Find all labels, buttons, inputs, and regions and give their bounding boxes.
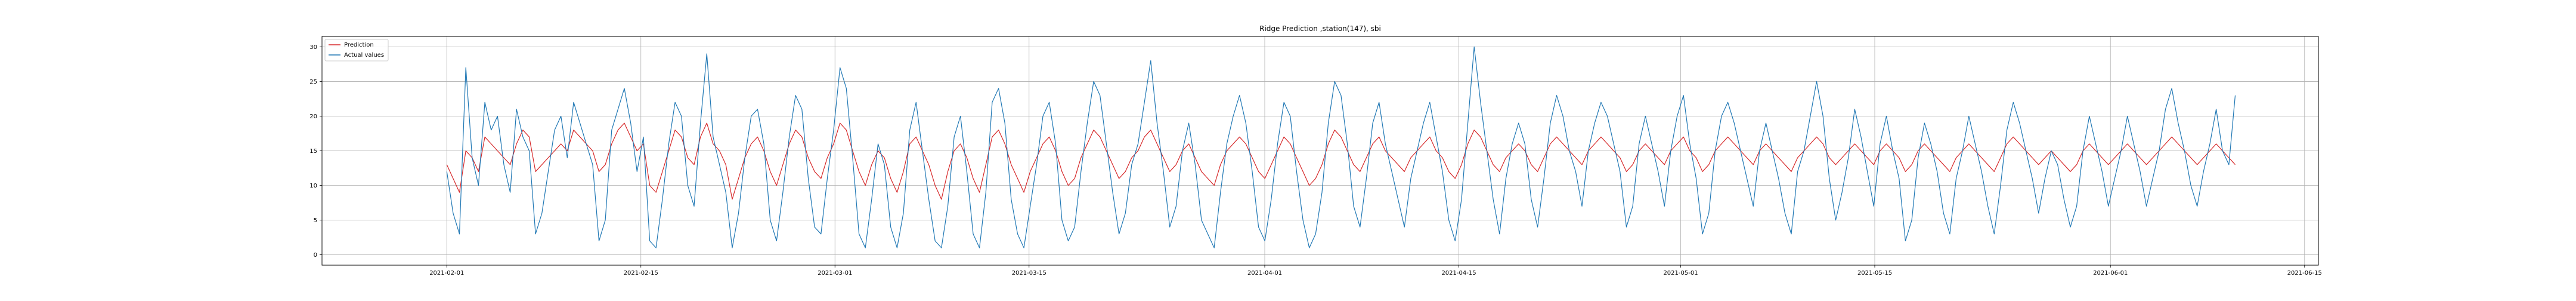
y-tick-label: 20	[309, 113, 317, 120]
legend: Prediction Actual values	[324, 39, 389, 62]
y-tick-label: 10	[309, 183, 317, 189]
x-tick-label: 2021-02-01	[429, 270, 464, 277]
x-tick-label: 2021-05-15	[1857, 270, 1892, 277]
x-tick-label: 2021-04-15	[1441, 270, 1476, 277]
x-tick-label: 2021-04-01	[1247, 270, 1282, 277]
legend-box	[324, 39, 389, 62]
x-tick-label: 2021-02-15	[624, 270, 658, 277]
grid	[322, 36, 2318, 265]
x-tick-label: 2021-03-15	[1012, 270, 1046, 277]
y-tick-label: 25	[309, 79, 317, 85]
y-tick-label: 0	[314, 252, 317, 259]
legend-label-actual-values: Actual values	[344, 52, 384, 59]
chart-title: Ridge Prediction ,station(147), sbi	[1259, 24, 1381, 33]
legend-label-prediction: Prediction	[344, 42, 374, 48]
x-tick-label: 2021-05-01	[1663, 270, 1698, 277]
series-line-actual-values	[446, 46, 2236, 248]
y-tick-label: 30	[309, 44, 317, 51]
y-axis: 0 5 10 15 20 25 30	[309, 44, 322, 259]
x-tick-label: 2021-06-01	[2093, 270, 2128, 277]
x-tick-label: 2021-06-15	[2287, 270, 2322, 277]
series-layer	[446, 46, 2236, 248]
y-tick-label: 15	[309, 148, 317, 155]
y-tick-label: 5	[314, 217, 317, 224]
x-tick-label: 2021-03-01	[818, 270, 852, 277]
x-axis: 2021-02-01 2021-02-15 2021-03-01 2021-03-15…	[429, 265, 2322, 277]
